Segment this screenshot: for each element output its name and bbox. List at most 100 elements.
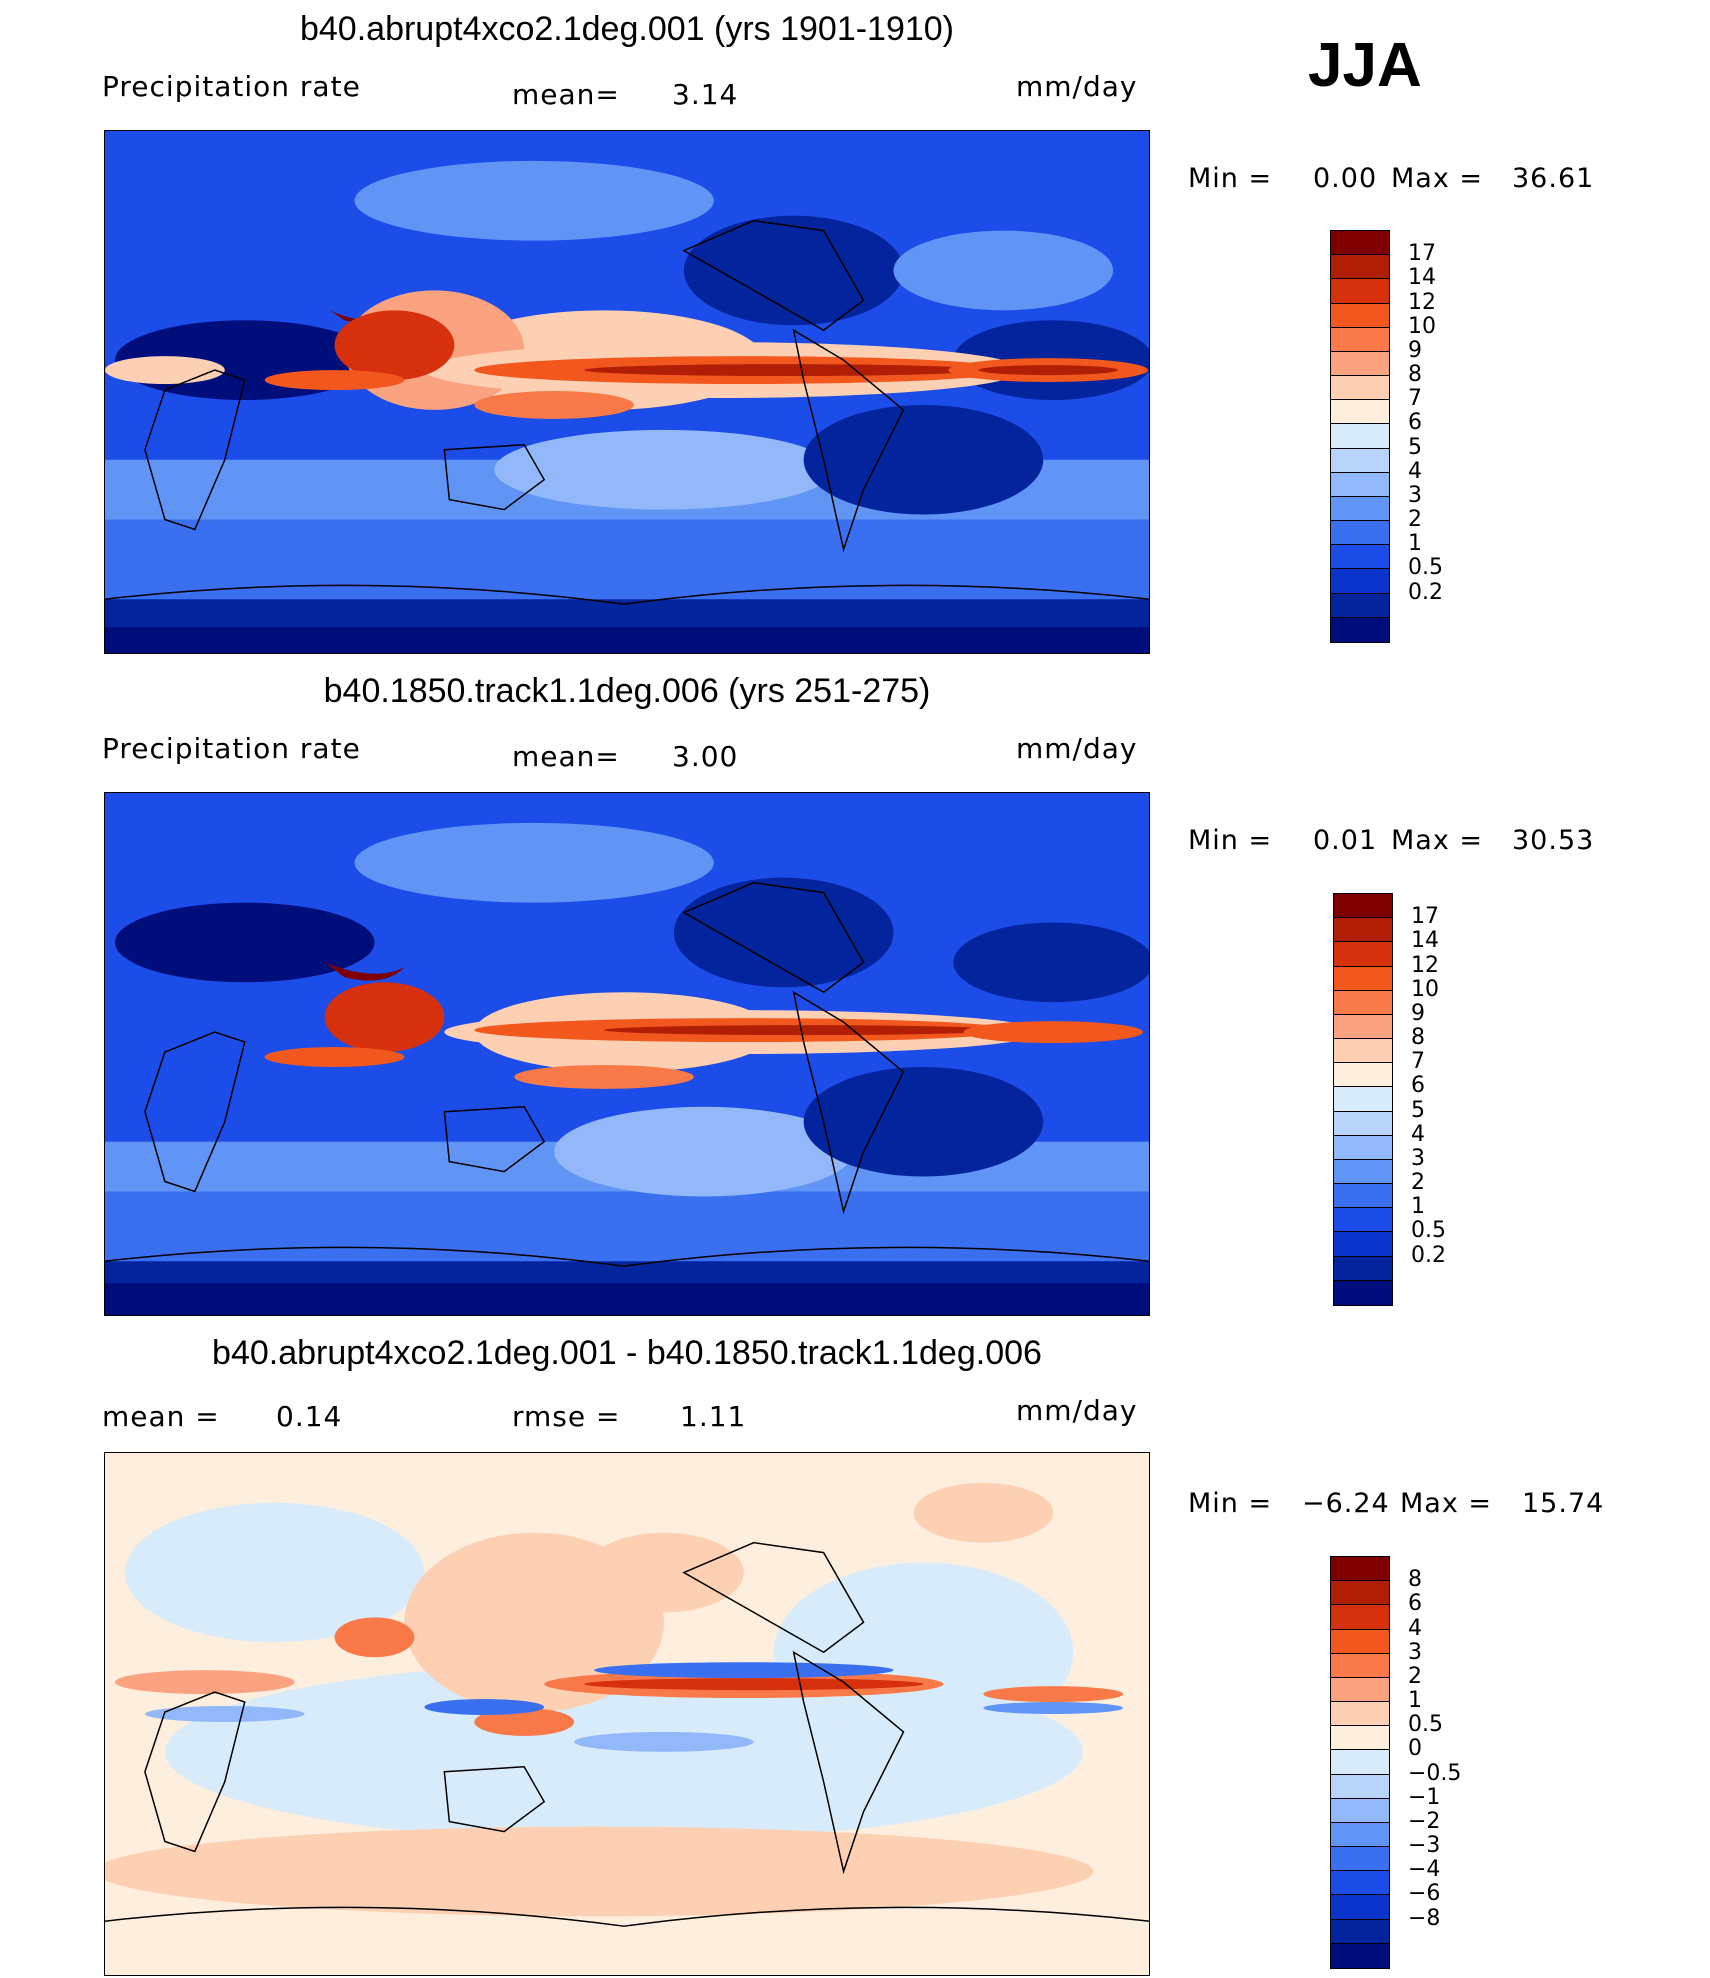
colorbar-tick-label: −6 [1408,1881,1441,1907]
panel-2-min-label: Min = [1188,825,1273,856]
colorbar-swatch [1331,400,1389,425]
colorbar-swatch [1334,990,1392,1015]
colorbar-tick-label: 0 [1408,1736,1422,1762]
colorbar-tick-label: 9 [1408,337,1422,363]
colorbar-swatch [1334,1063,1392,1088]
colorbar-swatch [1331,1581,1389,1606]
panel-1-variable-label: Precipitation rate [102,70,361,103]
colorbar-tick-label: 0.2 [1408,579,1443,605]
colorbar-swatch [1331,1726,1389,1751]
colorbar-swatch [1331,521,1389,546]
panel-2-mean-label: mean= [512,740,620,773]
colorbar-tick-label: 5 [1411,1097,1425,1123]
panel-2-units: mm/day [1016,732,1138,765]
colorbar-tick-label: 4 [1408,1615,1422,1641]
colorbar-tick-label: 7 [1411,1049,1425,1075]
colorbar-tick-label: 6 [1408,1591,1422,1617]
colorbar-swatch [1331,1847,1389,1872]
colorbar-swatch [1331,448,1389,473]
colorbar-tick-label: 10 [1411,976,1439,1002]
colorbar-swatch [1334,894,1392,919]
panel-2-variable-label: Precipitation rate [102,732,361,765]
colorbar-tick-label: −2 [1408,1808,1441,1834]
colorbar-swatch [1331,617,1389,642]
panel-2-max-value: 30.53 [1512,825,1595,856]
panel-1-mean-label: mean= [512,78,620,111]
season-label: JJA [1308,31,1422,100]
panel-1-min-label: Min = [1188,163,1273,194]
colorbar-swatch [1331,1943,1389,1968]
panel-2-map [104,792,1150,1316]
panel-3-max-label: Max = [1400,1488,1493,1519]
colorbar-tick-label: −0.5 [1408,1760,1462,1786]
colorbar-swatch [1331,1919,1389,1944]
colorbar-tick-label: 2 [1408,1663,1422,1689]
panel-1-title: b40.abrupt4xco2.1deg.001 (yrs 1901-1910) [299,10,955,48]
colorbar-swatch [1334,1256,1392,1281]
colorbar-swatch [1331,496,1389,522]
colorbar-swatch [1331,593,1389,618]
panel-1-min-value: 0.00 [1313,163,1378,194]
colorbar-tick-label: 17 [1408,241,1436,267]
colorbar-swatch [1331,327,1389,352]
colorbar-swatch [1331,376,1389,401]
panel-3-map [104,1452,1150,1976]
colorbar-swatch [1334,1184,1392,1209]
colorbar-swatch [1334,1014,1392,1040]
colorbar-swatch [1331,424,1389,449]
panel-1-units: mm/day [1016,70,1138,103]
colorbar-tick-label: 8 [1408,362,1422,388]
colorbar-tick-label: 6 [1411,1073,1425,1099]
colorbar-swatch [1334,1111,1392,1136]
colorbar-tick-label: 1 [1408,1688,1422,1714]
colorbar-tick-label: 12 [1408,289,1436,315]
colorbar-swatch [1331,569,1389,594]
colorbar-tick-label: −8 [1408,1905,1441,1931]
panel-1-max-label: Max = [1391,163,1484,194]
colorbar-swatch [1331,351,1389,377]
colorbar-swatch [1331,255,1389,280]
panel-1-max-value: 36.61 [1512,163,1595,194]
colorbar-tick-label: 1 [1411,1194,1425,1220]
colorbar-swatch [1331,1895,1389,1920]
panel-2-max-label: Max = [1391,825,1484,856]
colorbar-tick-label: 5 [1408,434,1422,460]
colorbar-swatch [1331,1605,1389,1630]
colorbar-tick-label: 14 [1411,928,1439,954]
colorbar-swatch [1331,231,1389,256]
colorbar-swatch [1331,1798,1389,1823]
colorbar-swatch [1334,1135,1392,1160]
colorbar-tick-label: 0.5 [1411,1218,1446,1244]
colorbar-swatch [1331,472,1389,497]
panel-3-mean-value: 0.14 [276,1400,343,1433]
colorbar-swatch [1334,942,1392,967]
colorbar-tick-label: 9 [1411,1000,1425,1026]
panel-3-min-value: −6.24 [1302,1488,1390,1519]
colorbar-swatch [1331,1629,1389,1654]
colorbar-tick-label: 4 [1411,1121,1425,1147]
colorbar-swatch [1331,303,1389,328]
colorbar-tick-label: 14 [1408,265,1436,291]
colorbar-swatch [1331,1871,1389,1896]
colorbar-tick-label: 3 [1408,1639,1422,1665]
colorbar-tick-label: 0.5 [1408,555,1443,581]
colorbar-tick-label: 12 [1411,952,1439,978]
panel-1-map [104,130,1150,654]
colorbar-swatch [1334,1280,1392,1305]
colorbar-tick-label: −3 [1408,1833,1441,1859]
colorbar-tick-label: 6 [1408,410,1422,436]
colorbar-tick-label: 2 [1408,507,1422,533]
panel-1-mean-value: 3.14 [672,78,739,111]
colorbar-tick-label: 10 [1408,313,1436,339]
colorbar-tick-label: 3 [1411,1145,1425,1171]
colorbar-swatch [1331,1774,1389,1799]
colorbar-tick-label: 0.2 [1411,1242,1446,1268]
colorbar-tick-label: 3 [1408,482,1422,508]
colorbar-swatch [1334,918,1392,943]
colorbar-swatch [1334,966,1392,991]
colorbar-swatch [1331,1750,1389,1775]
colorbar-swatch [1334,1232,1392,1257]
panel-3-min-label: Min = [1188,1488,1273,1519]
colorbar-tick-label: −1 [1408,1784,1441,1810]
colorbar-swatch [1331,1557,1389,1582]
